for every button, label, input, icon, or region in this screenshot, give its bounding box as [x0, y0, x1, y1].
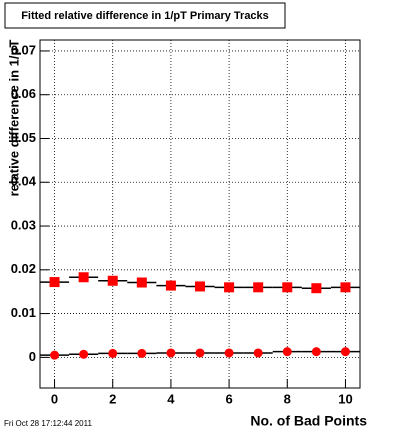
x-tick-label: 4 [167, 391, 175, 406]
marker [311, 347, 321, 357]
marker [311, 283, 322, 294]
marker [108, 348, 118, 358]
y-tick-label: 0.02 [11, 261, 36, 276]
marker [50, 350, 60, 360]
x-axis-label: No. of Bad Points [250, 413, 367, 429]
x-tick-label: 10 [338, 391, 352, 406]
y-axis-label: relative difference in 1/pT [6, 40, 21, 197]
marker [49, 277, 60, 288]
title-box [4, 2, 286, 29]
y-tick-label: 0 [29, 349, 36, 364]
y-tick-label: 0.05 [11, 130, 36, 145]
x-tick-label: 8 [284, 391, 291, 406]
marker [224, 282, 235, 293]
marker [253, 348, 263, 358]
footer: Fri Oct 28 17:12:44 2011 [4, 419, 92, 428]
marker [340, 282, 351, 293]
marker [137, 348, 147, 358]
x-tick-label: 0 [51, 391, 58, 406]
marker [282, 282, 293, 293]
y-tick-label: 0.04 [11, 174, 37, 189]
marker [165, 280, 176, 291]
x-tick-label: 2 [109, 391, 116, 406]
y-tick-label: 0.01 [11, 305, 36, 320]
marker [166, 348, 176, 358]
plot-frame [39, 39, 361, 389]
marker [136, 277, 147, 288]
marker [79, 349, 89, 359]
marker [78, 272, 89, 283]
chart-title: Fitted relative difference in 1/pT Prima… [21, 10, 269, 22]
y-tick-label: 0.03 [11, 217, 36, 232]
marker [224, 348, 234, 358]
y-tick-label: 0.07 [11, 42, 36, 57]
marker [340, 347, 350, 357]
y-tick-label: 0.06 [11, 86, 36, 101]
marker [107, 275, 118, 286]
marker [282, 347, 292, 357]
marker [195, 281, 205, 292]
x-tick-label: 6 [225, 391, 232, 406]
marker [195, 348, 205, 358]
marker [253, 282, 264, 293]
